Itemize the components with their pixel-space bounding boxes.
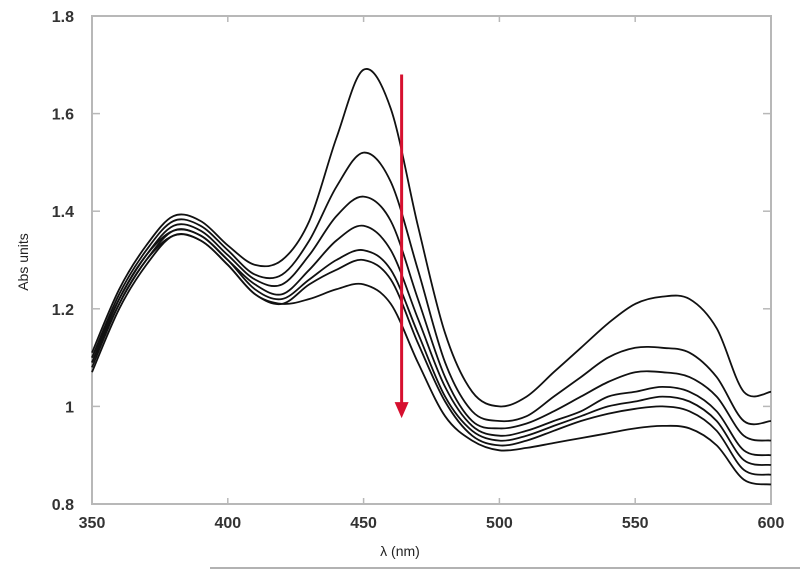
x-tick-label: 550 bbox=[622, 515, 649, 532]
y-tick-label: 1.6 bbox=[52, 107, 74, 124]
decrease-arrow-icon bbox=[394, 74, 409, 419]
axis-ticks bbox=[91, 15, 772, 505]
x-tick-label: 350 bbox=[79, 515, 106, 532]
x-tick-label: 500 bbox=[486, 515, 513, 532]
x-tick-label: 450 bbox=[350, 515, 377, 532]
spectrum-line-3 bbox=[91, 195, 772, 442]
y-tick-label: 1 bbox=[65, 399, 74, 416]
x-tick-label: 400 bbox=[214, 515, 241, 532]
x-axis-label: λ (nm) bbox=[380, 543, 420, 559]
spectrum-curves bbox=[91, 68, 772, 486]
y-tick-labels: 0.8 1 1.2 1.4 1.6 1.8 bbox=[52, 9, 74, 514]
spectrum-line-1 bbox=[91, 68, 772, 408]
plot-frame bbox=[91, 15, 772, 505]
y-tick-label: 1.8 bbox=[52, 9, 74, 26]
spectrum-line-2 bbox=[91, 151, 772, 426]
y-tick-label: 1.2 bbox=[52, 302, 74, 319]
x-tick-label: 600 bbox=[758, 515, 785, 532]
spectrum-line-7 bbox=[91, 233, 772, 486]
spectrum-line-5 bbox=[91, 228, 772, 466]
y-tick-label: 1.4 bbox=[52, 204, 74, 221]
x-tick-labels: 350 400 450 500 550 600 bbox=[79, 515, 785, 532]
y-tick-label: 0.8 bbox=[52, 497, 74, 514]
y-axis-label: Abs units bbox=[15, 233, 31, 291]
